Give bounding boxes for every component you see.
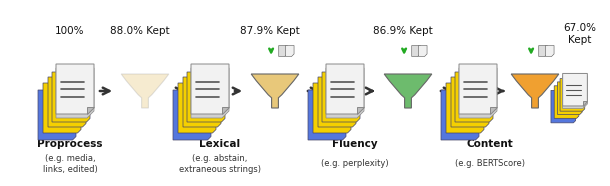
Polygon shape <box>56 64 94 114</box>
Polygon shape <box>279 45 287 57</box>
Text: 67.0%
Kept: 67.0% Kept <box>564 23 597 45</box>
Polygon shape <box>451 77 489 127</box>
Polygon shape <box>539 45 547 57</box>
Polygon shape <box>48 77 86 127</box>
Polygon shape <box>326 68 364 118</box>
Text: Lexical: Lexical <box>199 139 240 149</box>
Polygon shape <box>173 90 211 140</box>
Text: Content: Content <box>467 139 514 149</box>
Polygon shape <box>490 107 497 114</box>
Polygon shape <box>313 83 351 133</box>
Polygon shape <box>459 64 497 114</box>
Polygon shape <box>357 107 364 114</box>
Polygon shape <box>178 83 216 133</box>
Polygon shape <box>322 72 360 122</box>
Polygon shape <box>318 77 356 127</box>
Polygon shape <box>38 90 76 140</box>
Polygon shape <box>583 101 587 106</box>
Text: Proprocess: Proprocess <box>37 139 102 149</box>
Polygon shape <box>562 76 587 109</box>
Polygon shape <box>418 45 427 57</box>
Polygon shape <box>87 107 94 114</box>
Polygon shape <box>183 77 221 127</box>
Polygon shape <box>558 82 582 114</box>
Polygon shape <box>560 79 585 111</box>
Polygon shape <box>326 64 364 114</box>
Polygon shape <box>251 74 299 108</box>
Polygon shape <box>554 86 579 118</box>
Text: 100%: 100% <box>56 26 85 36</box>
Text: 86.9% Kept: 86.9% Kept <box>373 26 433 36</box>
Polygon shape <box>308 90 346 140</box>
Polygon shape <box>43 83 81 133</box>
Polygon shape <box>191 68 229 118</box>
Polygon shape <box>551 90 576 123</box>
Polygon shape <box>562 73 587 106</box>
Polygon shape <box>511 74 559 108</box>
Polygon shape <box>121 74 169 108</box>
Text: (e.g. media,
links, edited): (e.g. media, links, edited) <box>43 154 98 174</box>
Text: 88.0% Kept: 88.0% Kept <box>110 26 170 36</box>
Polygon shape <box>222 107 229 114</box>
Polygon shape <box>441 90 479 140</box>
Text: (e.g. BERTScore): (e.g. BERTScore) <box>455 160 525 169</box>
Polygon shape <box>545 45 554 57</box>
Polygon shape <box>52 72 90 122</box>
Polygon shape <box>446 83 484 133</box>
Polygon shape <box>285 45 294 57</box>
Polygon shape <box>191 64 229 114</box>
Polygon shape <box>412 45 420 57</box>
Text: 87.9% Kept: 87.9% Kept <box>240 26 300 36</box>
Polygon shape <box>455 72 493 122</box>
Polygon shape <box>384 74 432 108</box>
Polygon shape <box>187 72 225 122</box>
Text: (e.g. abstain,
extraneous strings): (e.g. abstain, extraneous strings) <box>179 154 261 174</box>
Text: Fluency: Fluency <box>332 139 378 149</box>
Text: (e.g. perplexity): (e.g. perplexity) <box>321 160 389 169</box>
Polygon shape <box>56 68 94 118</box>
Polygon shape <box>459 68 497 118</box>
